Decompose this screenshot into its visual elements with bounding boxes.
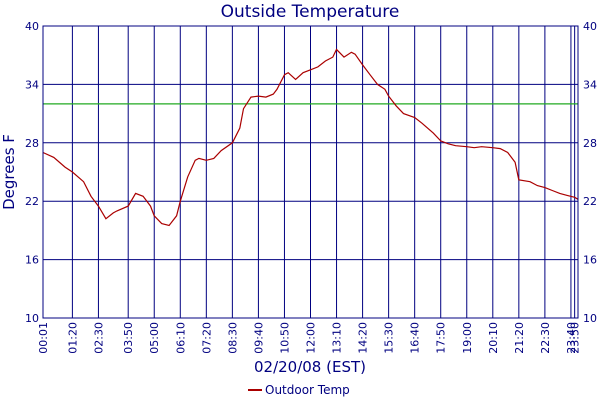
x-tick-label: 03:50 <box>122 322 135 354</box>
y-tick-label-left: 40 <box>25 20 39 33</box>
x-tick-label: 14:20 <box>357 322 370 354</box>
x-axis-ticks: 00:01 01:20 02:30 03:50 05:00 06:10 07:20 08:30… <box>37 322 582 354</box>
x-tick-label: 13:10 <box>331 322 344 354</box>
x-tick-label: 20:10 <box>487 322 500 354</box>
outdoor-temp-series-line <box>42 48 579 227</box>
x-tick-label: 15:30 <box>383 322 396 354</box>
y-tick-label-right: 10 <box>583 312 597 325</box>
y-tick-label-left: 28 <box>25 137 39 150</box>
legend-label: Outdoor Temp <box>265 383 350 397</box>
y-tick-label-right: 40 <box>583 20 597 33</box>
x-tick-label: 23:40 <box>565 322 578 354</box>
y-tick-label-right: 16 <box>583 254 597 267</box>
x-tick-label: 23:50 <box>569 322 582 354</box>
y-tick-label-left: 22 <box>25 195 39 208</box>
x-tick-label: 17:50 <box>435 322 448 354</box>
x-tick-label: 08:30 <box>226 322 239 354</box>
x-tick-label: 02:30 <box>92 322 105 354</box>
x-tick-label: 19:00 <box>461 322 474 354</box>
plot-area-border <box>42 25 579 319</box>
x-tick-label: 07:20 <box>200 322 213 354</box>
x-tick-label: 00:01 <box>37 322 50 354</box>
legend: Outdoor Temp <box>248 383 350 397</box>
y-tick-label-left: 34 <box>25 78 39 91</box>
x-tick-label: 21:20 <box>513 322 526 354</box>
chart-title: Outside Temperature <box>221 2 400 22</box>
x-tick-label: 05:00 <box>148 322 161 354</box>
y-axis-left-ticks: 10 16 22 28 34 40 <box>25 20 39 325</box>
y-axis-right-ticks: 10 16 22 28 34 40 <box>583 20 597 325</box>
y-tick-label-left: 16 <box>25 254 39 267</box>
x-tick-label: 06:10 <box>174 322 187 354</box>
y-tick-label-right: 34 <box>583 78 597 91</box>
x-axis-label: 02/20/08 (EST) <box>254 358 366 376</box>
y-tick-label-right: 22 <box>583 195 597 208</box>
x-tick-label: 16:40 <box>409 322 422 354</box>
x-tick-label: 12:00 <box>305 322 318 354</box>
y-axis-label: Degrees F <box>0 134 18 210</box>
x-tick-label: 10:50 <box>279 322 292 354</box>
y-tick-label-left: 10 <box>25 312 39 325</box>
x-tick-label: 09:40 <box>252 322 265 354</box>
x-tick-label: 01:20 <box>66 322 79 354</box>
x-tick-label: 22:30 <box>539 322 552 354</box>
y-tick-label-right: 28 <box>583 137 597 150</box>
